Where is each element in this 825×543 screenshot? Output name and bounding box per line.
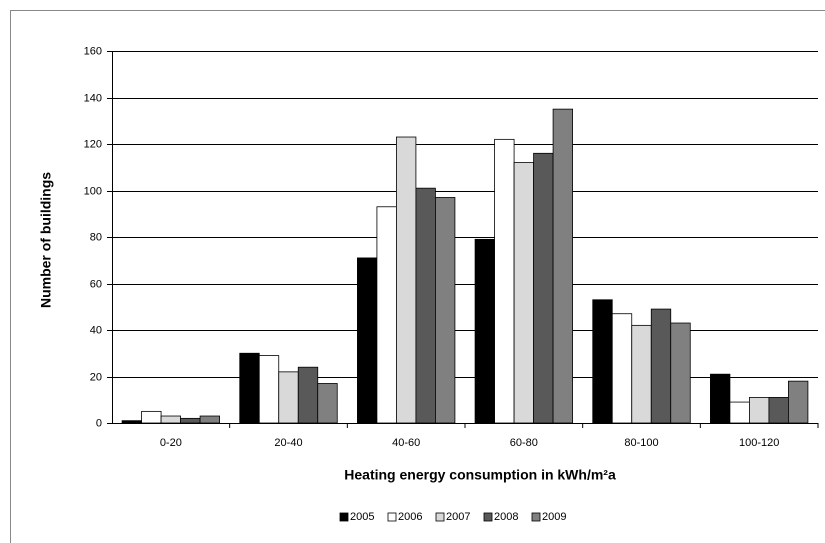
bar xyxy=(376,206,397,424)
bar xyxy=(317,383,338,424)
legend-label: 2006 xyxy=(398,511,422,523)
y-tick-label: 100 xyxy=(84,185,102,197)
bar xyxy=(239,352,260,424)
bar xyxy=(278,371,299,424)
y-tick-label: 80 xyxy=(90,231,102,243)
legend-swatch xyxy=(387,512,397,522)
bar xyxy=(160,415,181,424)
bar xyxy=(121,420,142,424)
legend-swatch xyxy=(483,512,493,522)
bar xyxy=(180,417,201,424)
legend-swatch xyxy=(435,512,445,522)
bar xyxy=(710,373,731,424)
bar xyxy=(435,197,456,424)
x-tick-label: 0-20 xyxy=(160,437,182,449)
bar xyxy=(141,410,162,424)
legend-swatch xyxy=(531,512,541,522)
y-tick-label: 120 xyxy=(84,138,102,150)
y-tick-label: 160 xyxy=(84,45,102,57)
x-axis-title: Heating energy consumption in kWh/m²a xyxy=(344,467,616,483)
y-tick-label: 140 xyxy=(84,92,102,104)
x-tick-label: 40-60 xyxy=(392,437,420,449)
bar xyxy=(415,187,436,424)
bar xyxy=(494,138,515,424)
bar xyxy=(592,299,613,424)
legend-label: 2005 xyxy=(350,511,374,523)
legend-label: 2008 xyxy=(494,511,518,523)
bar xyxy=(768,397,789,424)
y-tick-label: 60 xyxy=(90,278,102,290)
x-tick-label: 60-80 xyxy=(510,437,538,449)
bar xyxy=(513,162,534,424)
x-tick-label: 20-40 xyxy=(274,437,302,449)
bar xyxy=(552,108,573,424)
bar xyxy=(533,152,554,424)
legend-swatch xyxy=(339,512,349,522)
y-axis-title: Number of buildings xyxy=(38,172,54,308)
x-tick-label: 100-120 xyxy=(739,437,779,449)
bar xyxy=(749,397,770,424)
bar xyxy=(788,380,809,424)
y-tick-label: 20 xyxy=(90,371,102,383)
bar xyxy=(357,257,378,424)
legend-label: 2009 xyxy=(542,511,566,523)
bar xyxy=(396,136,417,424)
y-tick-label: 0 xyxy=(96,417,102,429)
legend-label: 2007 xyxy=(446,511,470,523)
bar xyxy=(297,366,319,424)
bar xyxy=(258,355,280,424)
bar xyxy=(631,324,652,424)
bar xyxy=(199,415,220,424)
bar xyxy=(650,308,672,424)
x-tick-label: 80-100 xyxy=(624,437,658,449)
bar xyxy=(670,322,691,424)
y-tick-label: 40 xyxy=(90,324,102,336)
bar xyxy=(729,401,750,424)
bar xyxy=(474,238,495,424)
bar xyxy=(611,313,633,424)
